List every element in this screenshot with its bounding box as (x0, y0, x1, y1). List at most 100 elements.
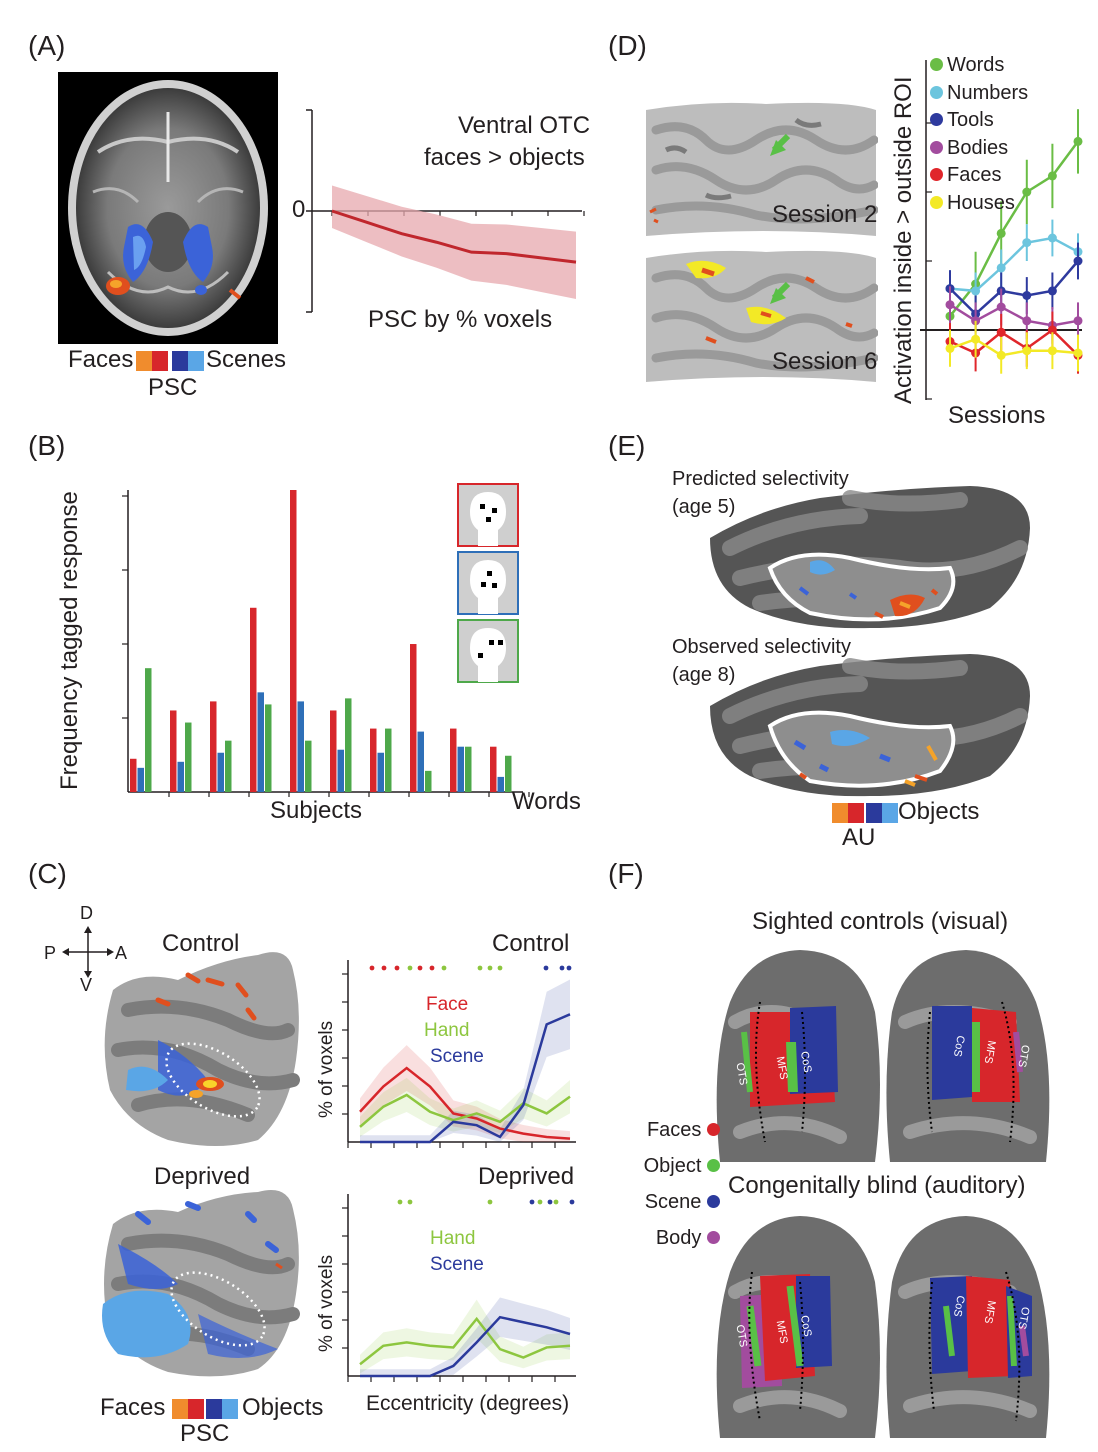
b-bar-green (265, 704, 272, 792)
d-point-numbers (1047, 233, 1057, 243)
d-ylabel: Activation inside > outside ROI (890, 76, 917, 404)
d-point-bodies (1073, 316, 1083, 326)
f-brains-sighted (710, 942, 1056, 1166)
d-cortex-session2 (646, 102, 878, 236)
b-bar-green (385, 728, 392, 792)
c-xlabel: Eccentricity (degrees) (366, 1392, 570, 1415)
b-bar-red (330, 710, 337, 792)
c1-sig-dot (441, 965, 447, 971)
c-legend-scene: Scene (430, 1046, 484, 1067)
c1-band-scene (360, 979, 570, 1142)
e-legend-warm-swatch (832, 803, 864, 823)
f-scene-dot (707, 1195, 720, 1208)
c2-sig-dot (537, 1199, 543, 1205)
panel-letter-e: (E) (608, 430, 646, 461)
d-point-houses (996, 350, 1006, 360)
b-bar-green (185, 722, 192, 792)
c-legend-faces: Faces (100, 1394, 166, 1421)
f-top-title: Sighted controls (visual) (752, 908, 1009, 935)
d-point-faces (996, 327, 1006, 337)
f-object-dot (707, 1159, 720, 1172)
e-pred-line1: Predicted selectivity (672, 468, 849, 490)
c1-sig-dot (477, 965, 483, 971)
a-zero-label: 0 (292, 196, 306, 223)
c-legend-cool-swatch (206, 1399, 238, 1419)
c-brain-control (104, 952, 300, 1146)
b-bar-blue (177, 761, 184, 792)
d-point-words (996, 228, 1006, 238)
c1-sig-dot (407, 965, 413, 971)
c2-sig-dot (487, 1199, 493, 1205)
d-point-tools (1022, 291, 1032, 300)
e-obs-line2: (age 8) (672, 664, 736, 686)
d-legend: Words Numbers Tools Bodies Faces Houses (930, 52, 1028, 218)
panel-letter-b: (B) (28, 430, 66, 461)
f-brains-blind (710, 1206, 1056, 1442)
d-point-words (1047, 171, 1057, 181)
c-legend-hand: Hand (424, 1020, 470, 1041)
c1-sig-dot (487, 965, 493, 971)
c1-sig-dot (497, 965, 503, 971)
c-legend-unit: PSC (180, 1420, 230, 1447)
d-cortex-session6 (646, 250, 878, 382)
panel-letter-a: (A) (28, 30, 66, 61)
c-brain-bottom-title: Deprived (154, 1163, 251, 1190)
c1-sig-dot (559, 965, 565, 971)
panel-letter-f: (F) (608, 858, 644, 889)
c2-sig-dot (547, 1199, 553, 1205)
c2-sig-dot (529, 1199, 535, 1205)
d-point-words (1022, 187, 1032, 197)
c-plot-top-title: Control (492, 930, 570, 957)
c2-sig-dot (397, 1199, 403, 1205)
b-bar-blue (257, 692, 264, 792)
a-confidence-band (332, 185, 576, 300)
f-body-dot (707, 1231, 720, 1244)
b-bar-red (370, 728, 377, 792)
d-words-dot (930, 58, 943, 71)
d-point-numbers (971, 286, 981, 296)
d-legend-faces: Faces (930, 162, 1028, 190)
c1-sig-dot (566, 965, 572, 971)
d-point-numbers (996, 263, 1006, 273)
c-brain-deprived (102, 1190, 300, 1377)
c-plot-control (342, 960, 576, 1148)
e-legend-cool-swatch (866, 803, 898, 823)
d-point-tools (1073, 256, 1083, 266)
d-point-bodies (996, 302, 1006, 312)
panel-a-chart (306, 109, 585, 313)
c-legend-objects: Objects (242, 1394, 324, 1421)
e-obs-line1: Observed selectivity (672, 636, 851, 658)
c-legend-face: Face (426, 994, 469, 1015)
c2-sig-dot (407, 1199, 413, 1205)
d-point-houses (945, 343, 955, 353)
b-bar-blue (297, 701, 304, 792)
b-bar-blue (377, 752, 384, 792)
b-bar-green (225, 740, 232, 792)
d-point-houses (971, 334, 981, 344)
f-legend: Faces Object Scene Body (624, 1112, 720, 1256)
d-numbers-dot (930, 85, 943, 99)
a-legend-scenes: Scenes (206, 346, 287, 373)
c-orient-a: A (115, 943, 128, 963)
c1-sig-dot (369, 965, 375, 971)
b-bar-red (450, 728, 457, 792)
a-legend-cool-swatch (172, 351, 204, 371)
b-bar-green (425, 770, 432, 792)
b-bar-green (345, 698, 352, 792)
d-point-faces (1047, 325, 1057, 335)
c-orient-v: V (80, 975, 93, 995)
a-title-line1: Ventral OTC (458, 112, 591, 139)
b-bar-red (250, 607, 257, 792)
c-orient-d: D (80, 903, 93, 923)
c1-sig-dot (394, 965, 400, 971)
a-legend-unit: PSC (148, 374, 198, 401)
c-orient-p: P (44, 943, 57, 963)
d-session2-label: Session 2 (772, 201, 878, 228)
d-legend-houses: Houses (930, 190, 1028, 218)
b-stimulus-green (457, 619, 519, 683)
b-bar-blue (217, 752, 224, 792)
c-orientation-cross (62, 926, 114, 978)
c-ylabel-bottom: % of voxels (316, 1254, 337, 1352)
c-plot-bottom-title: Deprived (478, 1163, 575, 1190)
b-bar-red (490, 746, 497, 792)
